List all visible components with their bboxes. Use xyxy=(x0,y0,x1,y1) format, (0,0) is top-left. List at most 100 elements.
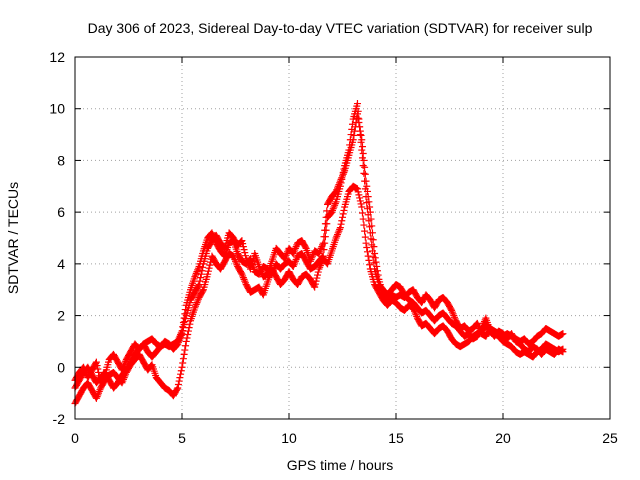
data-point xyxy=(353,185,361,193)
data-point xyxy=(194,295,202,303)
data-point xyxy=(356,194,364,202)
data-point xyxy=(184,327,192,335)
data-point xyxy=(361,227,369,235)
data-point xyxy=(413,312,421,320)
data-point xyxy=(321,239,329,247)
data-point xyxy=(238,237,246,245)
data-point xyxy=(194,266,202,274)
data-point xyxy=(363,205,371,213)
data-point xyxy=(179,359,187,367)
data-point xyxy=(336,182,344,190)
data-point xyxy=(363,243,371,251)
data-point xyxy=(364,252,372,260)
data-point xyxy=(282,251,290,259)
data-point xyxy=(194,297,202,305)
data-point xyxy=(192,300,200,308)
data-point xyxy=(179,318,187,326)
data-point xyxy=(212,237,220,245)
data-point xyxy=(179,323,187,331)
data-point xyxy=(362,193,370,201)
data-point xyxy=(478,325,486,332)
data-point xyxy=(311,280,319,288)
x-axis-ticks: 0 5 10 15 20 25 xyxy=(71,57,618,446)
data-point xyxy=(448,308,456,316)
data-point xyxy=(233,261,241,269)
data-point xyxy=(308,254,316,262)
data-point xyxy=(291,246,299,254)
data-point xyxy=(292,256,300,264)
data-point xyxy=(208,229,216,237)
data-point xyxy=(412,311,420,319)
data-point xyxy=(290,248,298,256)
data-point xyxy=(177,329,185,337)
data-point xyxy=(240,246,248,254)
x-tick-label: 0 xyxy=(71,430,79,446)
data-point xyxy=(357,200,365,208)
y-axis-ticks: -2 0 2 4 6 8 10 12 xyxy=(49,49,610,427)
data-point xyxy=(354,107,362,115)
data-point xyxy=(283,250,291,258)
data-point xyxy=(193,268,201,276)
data-point xyxy=(198,267,206,275)
data-point xyxy=(336,225,344,233)
y-tick-label: 4 xyxy=(57,256,65,272)
data-point xyxy=(177,367,185,375)
data-point xyxy=(193,299,201,307)
data-point xyxy=(231,256,239,264)
data-point xyxy=(353,100,361,108)
x-tick-label: 15 xyxy=(388,430,404,446)
data-point xyxy=(370,259,378,267)
x-tick-label: 10 xyxy=(281,430,297,446)
data-point xyxy=(360,169,368,177)
data-point xyxy=(96,386,104,394)
data-point xyxy=(360,221,368,229)
data-point xyxy=(289,250,297,258)
data-point xyxy=(361,170,369,178)
data-point xyxy=(209,231,217,239)
data-point xyxy=(358,209,366,217)
data-point xyxy=(241,252,249,260)
grid-layer xyxy=(75,57,610,419)
data-point xyxy=(281,253,289,261)
data-point xyxy=(177,370,185,378)
data-point xyxy=(92,394,100,402)
data-point xyxy=(348,120,356,128)
data-point xyxy=(361,177,369,185)
data-point xyxy=(339,168,347,176)
data-point xyxy=(477,326,485,334)
data-point xyxy=(312,277,320,285)
data-point xyxy=(321,233,329,241)
data-point xyxy=(240,275,248,283)
data-point xyxy=(559,330,567,338)
data-point xyxy=(332,234,340,242)
x-tick-label: 5 xyxy=(178,430,186,446)
data-point xyxy=(291,244,299,252)
y-tick-label: 12 xyxy=(49,49,65,65)
data-point xyxy=(361,233,369,241)
data-point xyxy=(328,208,336,216)
data-point xyxy=(478,323,486,331)
data-point xyxy=(95,368,103,376)
data-point xyxy=(269,268,277,276)
data-point xyxy=(359,162,367,170)
data-point xyxy=(174,337,182,345)
data-point xyxy=(358,143,366,151)
data-point xyxy=(292,243,300,251)
data-point xyxy=(180,314,188,322)
data-point xyxy=(338,175,346,183)
data-point xyxy=(181,318,189,326)
data-point xyxy=(356,197,364,205)
data-point xyxy=(339,172,346,180)
data-point xyxy=(191,273,199,281)
data-point xyxy=(174,384,182,392)
data-point xyxy=(239,274,247,282)
data-point xyxy=(291,259,299,267)
data-point xyxy=(333,232,341,240)
data-point xyxy=(210,234,218,242)
data-point xyxy=(340,165,348,173)
data-point xyxy=(447,305,455,313)
data-point xyxy=(356,123,364,131)
data-point xyxy=(181,310,189,318)
data-point xyxy=(206,261,214,269)
data-point xyxy=(315,265,323,273)
